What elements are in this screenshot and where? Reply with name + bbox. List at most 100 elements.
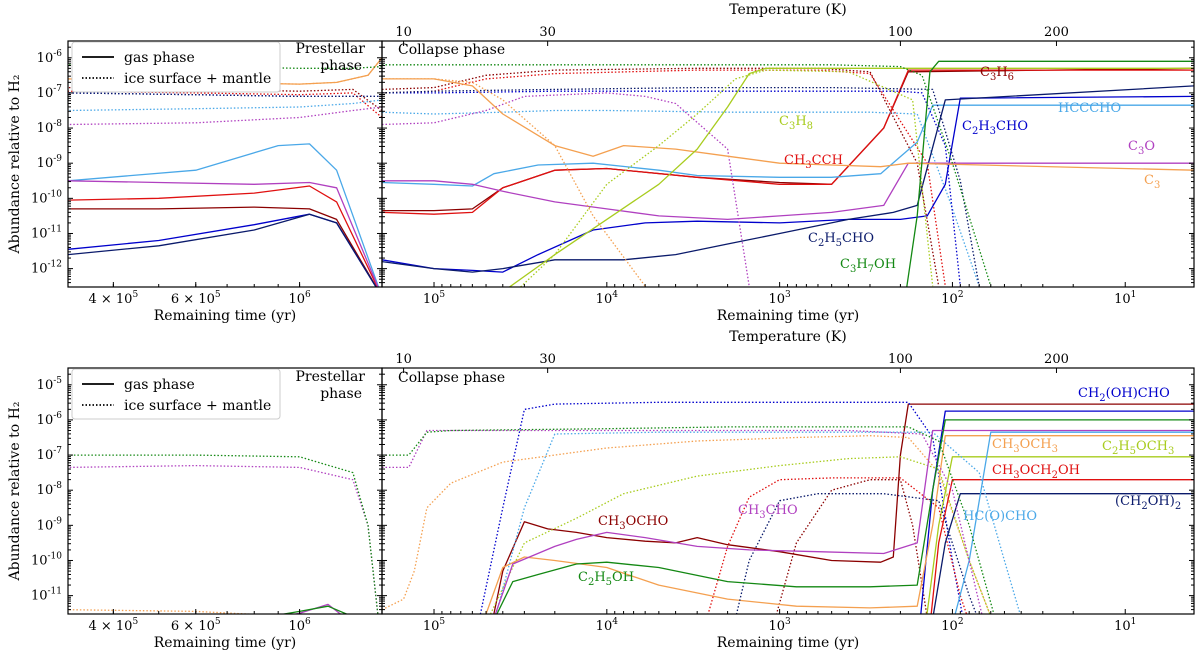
y-tick-label: 10-11 — [31, 224, 62, 241]
temperature-tick-label: 30 — [539, 352, 556, 367]
x-axis-label-collapse: Remaining time (yr) — [717, 635, 860, 651]
x-tick-label-collapse: 101 — [1114, 290, 1136, 307]
series-line-chochoh-gas-collapse — [930, 479, 1194, 614]
series-line-hcocho-ice-collapse — [495, 431, 1021, 614]
legend-box — [71, 41, 281, 93]
series-line-co-gas-collapse — [382, 162, 1194, 221]
series-line-ch-ice-collapse — [382, 67, 940, 287]
y-tick-label: 10-6 — [37, 411, 63, 428]
series-line-choh-gas-collapse — [932, 493, 1194, 614]
x-tick-label-prestellar: 4 × 105 — [88, 617, 138, 634]
series-line-c-ice-collapse — [382, 78, 646, 287]
series-line-chcch-ice-prestellar — [68, 90, 382, 118]
temperature-tick-label: 10 — [395, 25, 412, 40]
species-label: (CH2​OH)2​ — [1115, 494, 1181, 512]
series-line-hcccho-ice-prestellar — [68, 99, 382, 112]
legend-label-gas-phase: gas phase — [124, 377, 195, 393]
species-label: CH3​OCH2​OH — [992, 463, 1080, 481]
temperature-tick-label: 200 — [1044, 25, 1069, 40]
legend-label-ice: ice surface + mantle — [124, 398, 271, 414]
series-line-choch-gas-collapse — [485, 435, 1194, 614]
collapse-series — [382, 401, 1194, 614]
species-label: CH2​(OH)CHO — [1078, 386, 1170, 404]
x-tick-label-collapse: 105 — [423, 617, 446, 634]
series-line-choh-gas-collapse — [496, 419, 1194, 614]
legend-box — [71, 368, 281, 420]
x-tick-label-prestellar: 4 × 105 — [88, 290, 138, 307]
temperature-axis-label: Temperature (K) — [729, 329, 847, 345]
series-line-ch-gas-collapse — [508, 67, 1194, 287]
series-line-choch-ice-collapse — [382, 435, 991, 614]
species-label: CH3​OCH3​ — [992, 437, 1058, 455]
y-tick-label: 10-7 — [37, 84, 63, 101]
y-tick-label: 10-9 — [37, 154, 63, 171]
y-tick-label: 10-10 — [31, 551, 62, 568]
x-tick-label-prestellar: 6 × 105 — [171, 290, 221, 307]
prestellar-series — [68, 57, 382, 287]
x-tick-label-collapse: 103 — [768, 617, 791, 634]
y-axis-label: Abundance relative to H₂ — [7, 75, 23, 255]
y-tick-label: 10-6 — [37, 49, 63, 66]
species-label: C2​H5​CHO — [808, 231, 874, 249]
series-line-ch-gas-collapse — [382, 67, 1194, 212]
y-tick-label: 10-8 — [37, 481, 63, 498]
series-line-chcch-ice-collapse — [382, 69, 946, 287]
series-line-hcccho-gas-collapse — [382, 104, 1194, 187]
temperature-axis: 10 30 100 200 — [395, 25, 1069, 46]
temperature-tick-label: 100 — [888, 25, 913, 40]
panel-2: 10-11 10-10 10-9 10-8 10-7 10-6 10-5 Abundance … — [7, 329, 1195, 651]
y-tick-label: 10-12 — [31, 260, 62, 277]
legend: gas phase ice surface + mantle — [71, 368, 281, 420]
y-tick-label: 10-10 — [31, 189, 62, 206]
x-axis-label-prestellar: Remaining time (yr) — [154, 308, 297, 324]
series-line-choh-ice-collapse — [382, 426, 995, 614]
species-labels: CH2​(OH)CHO CH3​OCH3​ C2​H5​OCH3​ CH3​OCH2​… — [578, 386, 1181, 588]
temperature-tick-label: 100 — [888, 352, 913, 367]
x-axis-label-prestellar: Remaining time (yr) — [154, 635, 297, 651]
series-line-chcho-gas-collapse — [382, 85, 1194, 273]
y-tick-label: 10-8 — [37, 119, 63, 136]
prestellar-phase-label: phase — [320, 58, 362, 74]
series-line-chcho-gas-prestellar — [68, 213, 377, 287]
series-line-chcch-gas-collapse — [382, 69, 1194, 215]
series-line-choh-gas-collapse — [906, 60, 1194, 287]
collapse-axes-frame — [381, 367, 1195, 615]
series-line-chcch-gas-prestellar — [68, 185, 379, 287]
y-tick-label: 10-7 — [37, 446, 63, 463]
series-line-chocho-gas-collapse — [493, 403, 1194, 614]
species-label: C2​H5​OCH3​ — [1102, 439, 1174, 457]
collapse-phase-label: Collapse phase — [398, 42, 505, 58]
x-tick-label-collapse: 104 — [596, 617, 619, 634]
species-label: C3​H7​OH — [840, 257, 896, 275]
collapse-series — [382, 60, 1194, 287]
series-line-chochoh-ice-collapse — [707, 477, 968, 614]
x-axis-label-collapse: Remaining time (yr) — [717, 308, 860, 324]
prestellar-phase-label: Prestellar — [296, 41, 366, 57]
y-axis-label: Abundance relative to H₂ — [7, 402, 23, 582]
series-line-hcccho-gas-prestellar — [68, 143, 380, 287]
x-tick-label-collapse: 102 — [941, 290, 963, 307]
y-tick-label: 10-9 — [37, 516, 63, 533]
panel-1: 10-12 10-11 10-10 10-9 10-8 10-7 10-6 Abundance… — [7, 2, 1195, 324]
species-label: C2​H3​CHO — [962, 119, 1028, 137]
collapse-phase-label: Collapse phase — [398, 370, 505, 386]
species-label: CH3​OCHO — [598, 514, 668, 532]
y-axis: 10-11 10-10 10-9 10-8 10-7 10-6 10-5 — [31, 367, 1194, 615]
species-label: C3​O — [1128, 139, 1155, 157]
species-label: HC(O)CHO — [963, 509, 1037, 524]
series-line-chcho-ice-prestellar — [68, 92, 382, 98]
species-label: HCCCHO — [1058, 101, 1121, 116]
species-label: CH3​CHO — [738, 503, 798, 521]
series-line-choh-ice-prestellar — [68, 454, 379, 614]
series-line-co-ice-collapse — [382, 92, 750, 287]
species-label: C3​H6​ — [980, 65, 1014, 83]
series-line-chcho-gas-prestellar — [68, 213, 377, 287]
x-tick-label-prestellar: 106 — [288, 290, 311, 307]
legend-label-ice: ice surface + mantle — [124, 71, 271, 87]
species-label: C3​ — [1144, 173, 1160, 191]
species-label: C3​H8​ — [779, 114, 813, 132]
species-label: C2​H5​OH — [578, 570, 634, 588]
y-tick-label: 10-5 — [37, 376, 63, 393]
species-label: CH3​CCH — [784, 153, 843, 171]
